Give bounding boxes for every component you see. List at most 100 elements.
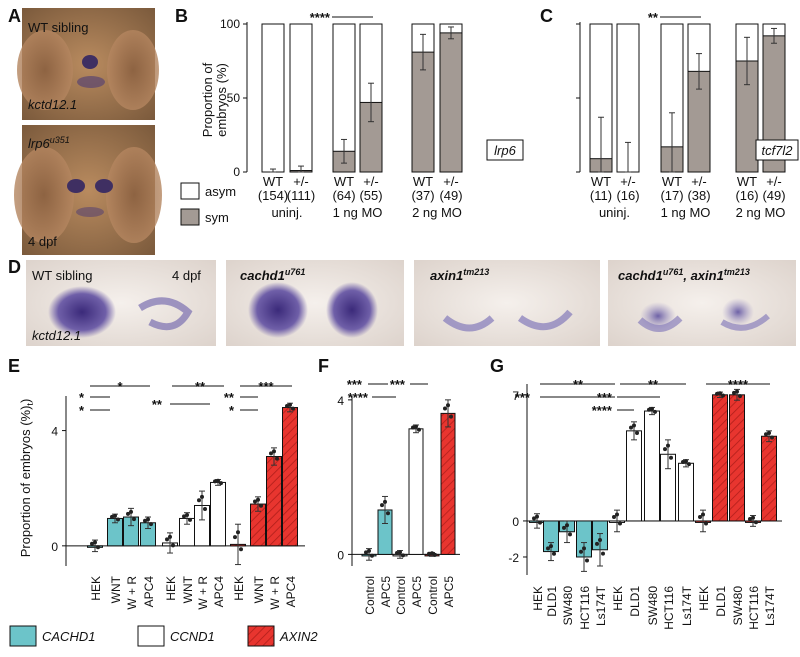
chartG-point-10-0 — [698, 515, 702, 520]
chartC-n-5: (49) — [762, 188, 785, 203]
chartE-xlabel-6: W + R — [196, 576, 210, 610]
panel-d-image-3: axin1tm213 — [414, 260, 600, 346]
chartG-point-4-1 — [601, 551, 605, 556]
chartE-sig-label-5: * — [79, 403, 85, 418]
chartE-point-1-0 — [110, 514, 114, 519]
chartG-xlabel-11: DLD1 — [714, 586, 728, 617]
chartB-group-0: uninj. — [271, 205, 302, 220]
chartG-xlabel-1: DLD1 — [545, 586, 559, 617]
chartG-point-5-0 — [612, 515, 616, 520]
chartG-point-7-2 — [650, 406, 654, 411]
chartG-xlabel-13: HCT116 — [747, 586, 761, 630]
chartG-bar-6 — [626, 430, 642, 522]
chartG-point-14-0 — [764, 432, 768, 437]
chartG-point-8-2 — [666, 443, 670, 448]
chartF-xlabel-4: Control — [426, 576, 440, 615]
chartG-ytick-label-1: 0 — [512, 515, 519, 529]
chartG-xlabel-5: HEK — [611, 586, 625, 611]
panel-a-mutant-label: lrp6u351 — [28, 135, 70, 151]
chartG-sig-label-3: *** — [597, 390, 613, 405]
chartE-point-9-2 — [256, 497, 260, 502]
chartE-bar-7 — [210, 481, 226, 547]
chartG-ytick-label-0: -2 — [508, 551, 519, 565]
chartG-point-14-1 — [770, 435, 774, 440]
chartE-point-4-2 — [168, 534, 172, 539]
chartC-cat-2: WT — [662, 174, 682, 189]
chartG-bar-12 — [729, 394, 745, 522]
chartG-xlabel-0: HEK — [531, 586, 545, 611]
chart-e-ylabel: Proportion of embryos (%)t) — [18, 399, 35, 558]
chartF-point-0-1 — [370, 553, 374, 558]
chartG-xlabel-10: HEK — [697, 586, 711, 611]
chartE-point-11-0 — [285, 403, 289, 408]
chartB-ytick-label-1: 50 — [227, 91, 241, 105]
chartF-point-4-2 — [430, 551, 434, 556]
chartG-xlabel-2: SW480 — [561, 586, 575, 626]
chartE-sig-label-2: * — [79, 390, 85, 405]
chartG-point-5-2 — [615, 512, 619, 517]
panel-d-image-4: cachd1u761, axin1tm213 — [608, 260, 796, 346]
chartG-bar-7 — [644, 410, 660, 522]
chartE-point-8-1 — [239, 547, 243, 552]
chartE-point-11-1 — [291, 406, 295, 411]
chartE-point-5-1 — [188, 517, 192, 522]
chartE-xlabel-11: APC4 — [284, 576, 298, 608]
chartG-xlabel-8: HCT116 — [662, 586, 676, 630]
chartG-xlabel-9: Ls174T — [680, 585, 694, 626]
panel-a-bottom-image: lrp6u351 4 dpf — [14, 125, 162, 255]
panel-d-img3-label: axin1tm213 — [430, 267, 489, 283]
chartG-bar-9 — [678, 462, 694, 522]
chartE-point-6-0 — [197, 498, 201, 503]
chartB-cat-1: +/- — [293, 174, 309, 189]
chartG-point-4-0 — [595, 541, 599, 546]
svg-text:lrp6: lrp6 — [494, 143, 516, 158]
chartB-bar-asym-1 — [289, 23, 313, 173]
chartE-xlabel-9: WNT — [252, 575, 266, 603]
chartF-point-5-1 — [449, 414, 453, 419]
chartF-xlabel-5: APC5 — [442, 576, 456, 608]
chartF-xlabel-3: APC5 — [410, 576, 424, 608]
chartC-sig-label: ** — [648, 10, 659, 25]
panel-d-img2-label: cachd1u761 — [240, 267, 305, 283]
chartG-point-3-0 — [579, 549, 583, 554]
chartG-point-0-1 — [538, 520, 542, 525]
chartE-point-4-0 — [165, 537, 169, 542]
chartB-cat-3: +/- — [363, 174, 379, 189]
chartE-ytick-label-1: 4 — [51, 425, 58, 439]
legend-asym-label: asym — [205, 184, 236, 199]
chartE-xlabel-0: HEK — [89, 576, 103, 601]
chartE-point-3-2 — [146, 517, 150, 522]
chartB-cat-5: +/- — [443, 174, 459, 189]
chartE-point-3-0 — [143, 518, 147, 523]
chartE-point-7-1 — [219, 481, 223, 486]
chartG-point-13-0 — [748, 516, 752, 521]
chartE-point-2-2 — [129, 509, 133, 514]
chartF-sig-label-2: *** — [390, 377, 406, 392]
chartE-sig-label-7: * — [229, 403, 235, 418]
chartF-point-2-0 — [395, 551, 399, 556]
chartE-point-3-1 — [149, 522, 153, 527]
chartG-point-7-0 — [647, 407, 651, 412]
chartG-point-12-1 — [738, 394, 742, 399]
chartB-n-2: (64) — [332, 188, 355, 203]
panel-d-img1-label: WT sibling — [32, 268, 92, 283]
chartG-point-8-0 — [663, 447, 667, 452]
chartG-sig-label-5: **** — [728, 377, 749, 392]
chartF-ytick-label-0: 0 — [337, 548, 344, 562]
chartC-n-2: (17) — [660, 188, 683, 203]
panel-label-a: A — [8, 6, 21, 26]
chartE-point-10-0 — [269, 451, 273, 456]
chartC-group-1: 1 ng MO — [661, 205, 711, 220]
panel-a-gene-label: kctd12.1 — [28, 97, 77, 112]
panel-label-f: F — [318, 356, 329, 376]
panel-label-e: E — [8, 356, 20, 376]
chartG-point-1-2 — [549, 544, 553, 549]
chartG-point-9-0 — [681, 459, 685, 464]
chartG-point-1-0 — [546, 546, 550, 551]
chartG-point-1-1 — [552, 551, 556, 556]
chartG-point-3-1 — [585, 558, 589, 563]
chartF-point-3-1 — [417, 427, 421, 432]
chartF-point-2-2 — [398, 550, 402, 555]
chartF-xlabel-1: APC5 — [379, 576, 393, 608]
